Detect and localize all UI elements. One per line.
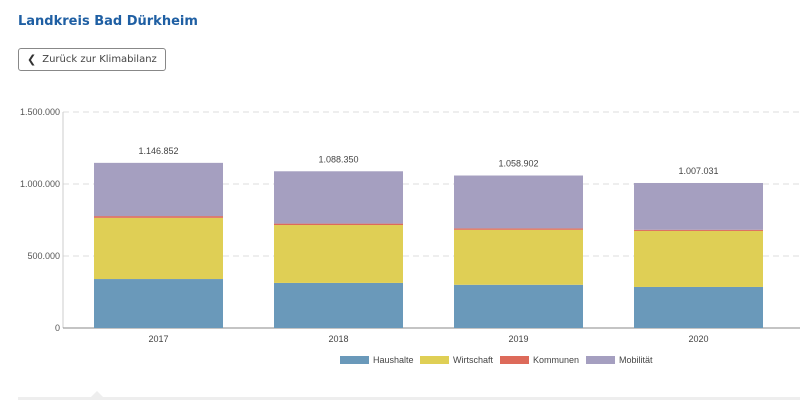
divider — [18, 397, 800, 400]
pointer-triangle — [90, 391, 104, 398]
legend-swatch — [500, 356, 529, 364]
bar-segment-kommunen — [634, 229, 763, 231]
page-title: Landkreis Bad Dürkheim — [18, 14, 198, 29]
y-tick-label: 0 — [55, 323, 60, 333]
total-label: 1.146.852 — [138, 146, 178, 156]
x-tick-label: 2019 — [508, 334, 528, 344]
x-tick-label: 2020 — [688, 334, 708, 344]
bar-segment-wirtschaft — [274, 225, 403, 283]
x-tick-label: 2018 — [328, 334, 348, 344]
y-tick-label: 500.000 — [27, 251, 60, 261]
bar-segment-haushalte — [94, 279, 223, 328]
chevron-left-icon: ❮ — [27, 53, 37, 66]
bar-segment-wirtschaft — [94, 217, 223, 280]
bar-segment-mobilität — [94, 162, 223, 217]
bar-segment-haushalte — [274, 282, 403, 328]
bar-segment-haushalte — [634, 286, 763, 328]
legend-swatch — [420, 356, 449, 364]
bar-segment-haushalte — [454, 284, 583, 328]
total-label: 1.058.902 — [498, 159, 538, 169]
bar-segment-wirtschaft — [634, 230, 763, 287]
legend-label: Kommunen — [533, 355, 579, 365]
legend-label: Mobilität — [619, 355, 653, 365]
bar-segment-mobilität — [634, 182, 763, 230]
bar-segment-mobilität — [454, 175, 583, 229]
y-tick-label: 1.000.000 — [20, 179, 60, 189]
x-tick-label: 2017 — [148, 334, 168, 344]
back-to-climate-balance-button[interactable]: ❮ Zurück zur Klimabilanz — [18, 48, 166, 71]
bar-segment-kommunen — [274, 223, 403, 226]
y-tick-label: 1.500.000 — [20, 107, 60, 117]
bar-segment-mobilität — [274, 171, 403, 224]
legend-swatch — [340, 356, 369, 364]
back-button-label: Zurück zur Klimabilanz — [42, 54, 157, 65]
legend-swatch — [586, 356, 615, 364]
total-label: 1.007.031 — [678, 166, 718, 176]
legend-label: Wirtschaft — [453, 355, 494, 365]
bar-segment-kommunen — [94, 216, 223, 218]
total-label: 1.088.350 — [318, 154, 358, 164]
bar-segment-wirtschaft — [454, 229, 583, 285]
bar-segment-kommunen — [454, 228, 583, 230]
legend-label: Haushalte — [373, 355, 414, 365]
